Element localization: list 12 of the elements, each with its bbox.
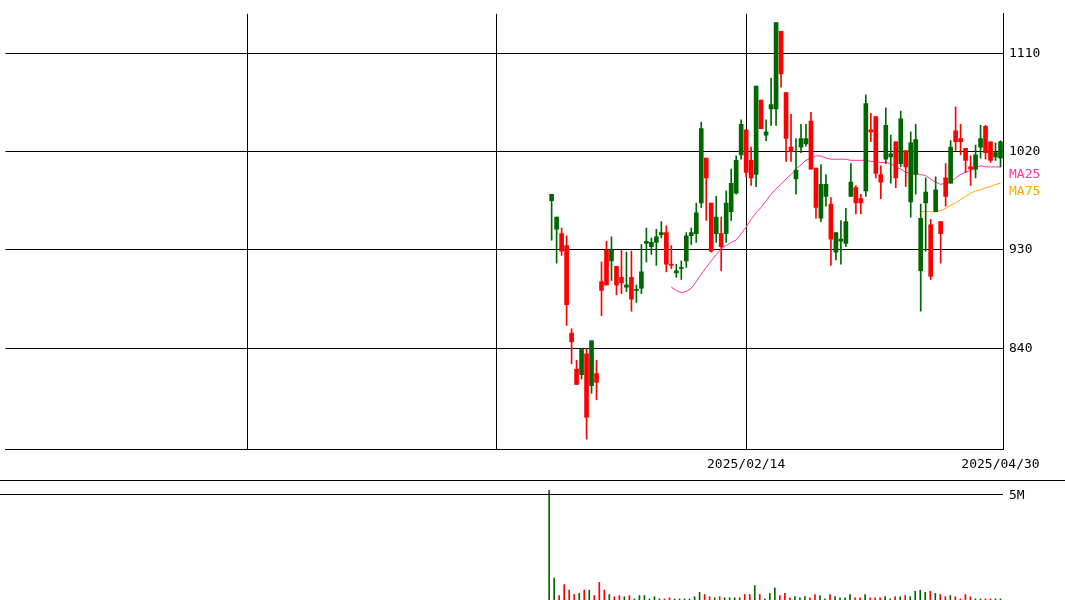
y-tick-label: 840 [1009,339,1033,355]
x-tick-label: 2025/04/30 [961,456,1040,472]
ref-line-label: 5M [1009,486,1025,502]
y-tick-label: 1110 [1009,44,1041,60]
series-label: MA75 [1009,182,1041,198]
y-tick-label: 930 [1009,241,1033,257]
candlestick [673,263,679,278]
y-tick-label: 1020 [1009,142,1041,158]
x-tick-label: 2025/02/14 [707,456,786,472]
series-label: MA25 [1009,166,1041,182]
candlestick [923,177,929,252]
candlestick [838,220,844,265]
